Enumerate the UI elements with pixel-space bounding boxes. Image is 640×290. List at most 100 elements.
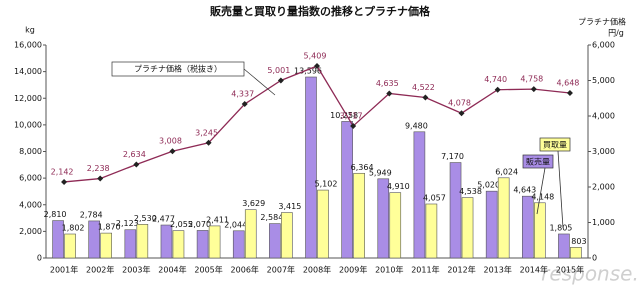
data-label: 5,409 (304, 51, 327, 60)
bar (160, 224, 173, 259)
data-label: 4,758 (520, 75, 543, 84)
data-label: 1,870 (98, 223, 121, 232)
bar (172, 230, 185, 259)
y-axis-label: kg (25, 26, 35, 35)
y2-tick-label: 1,000 (592, 218, 615, 227)
legend-box (539, 137, 571, 152)
bar (100, 232, 112, 259)
bar (558, 233, 570, 259)
data-label: 5,020 (477, 181, 500, 190)
legend-pointer (243, 68, 276, 96)
y2-axis-unit: 円/g (608, 29, 624, 38)
y2-tick-label: 4,000 (592, 112, 615, 121)
data-label: 5,102 (315, 180, 338, 189)
y2-tick-label: 2,000 (592, 183, 615, 192)
marker (241, 101, 248, 108)
x-tick-label: 2015年 (556, 265, 584, 275)
data-label: 2,784 (80, 210, 103, 219)
y-tick-label: 2,000 (19, 227, 42, 236)
x-tick-label: 2005年 (194, 265, 222, 275)
data-label: 2,634 (123, 150, 146, 159)
data-label: 4,057 (423, 193, 446, 202)
y2-tick-label: 5,000 (592, 76, 615, 85)
data-label: 4,078 (448, 99, 471, 108)
legend-label: プラチナ価格（税抜き） (134, 64, 222, 74)
bar (497, 177, 510, 259)
bar (208, 225, 221, 259)
x-tick-label: 2013年 (483, 265, 511, 275)
bar (389, 192, 402, 259)
data-label: 4,337 (231, 90, 254, 99)
marker (205, 139, 212, 146)
marker (530, 86, 537, 93)
legend-pointer (557, 150, 564, 229)
data-label: 13,596 (294, 67, 322, 76)
data-label: 2,411 (206, 215, 229, 224)
marker (386, 90, 393, 97)
x-tick-label: 2007年 (267, 265, 295, 275)
x-tick-label: 2009年 (339, 265, 367, 275)
bar (570, 247, 582, 259)
marker (133, 161, 140, 168)
bar (88, 220, 100, 259)
y2-tick-label: 3,000 (592, 147, 615, 156)
marker (566, 89, 573, 96)
bar (281, 212, 293, 259)
data-label: 2,238 (87, 164, 110, 173)
y-tick-label: 8,000 (19, 147, 42, 156)
data-label: 3,717 (340, 112, 363, 121)
y-tick-label: 6,000 (19, 174, 42, 183)
data-label: 2,810 (44, 210, 67, 219)
y-tick-label: 0 (37, 254, 42, 263)
y-tick-label: 16,000 (14, 41, 42, 50)
bar (244, 209, 257, 259)
bar (305, 76, 317, 259)
x-tick-label: 2011年 (411, 265, 439, 275)
bar (196, 230, 209, 259)
data-label: 3,629 (242, 199, 265, 208)
data-label: 2,584 (260, 213, 283, 222)
data-label: 4,740 (484, 75, 507, 84)
bar (317, 189, 329, 259)
data-label: 6,024 (495, 167, 518, 176)
bar (521, 195, 534, 259)
data-label: 4,522 (412, 83, 435, 92)
bar (124, 229, 137, 259)
marker (458, 110, 465, 117)
x-tick-label: 2008年 (303, 265, 331, 275)
data-label: 9,480 (405, 121, 428, 130)
bar (533, 202, 546, 259)
marker (350, 123, 357, 130)
bar (413, 131, 426, 259)
bar (449, 162, 462, 259)
marker (494, 86, 501, 93)
data-label: 6,364 (351, 163, 374, 172)
marker (169, 148, 176, 155)
y-tick-label: 12,000 (14, 94, 42, 103)
x-tick-label: 2001年 (50, 265, 78, 275)
data-label: 2,070 (188, 220, 211, 229)
x-tick-label: 2002年 (86, 265, 114, 275)
bar (425, 203, 438, 259)
data-label: 2,530 (134, 214, 157, 223)
chart-title: 販売量と買取り量指数の推移とプラチナ価格 (210, 4, 431, 18)
x-tick-label: 2012年 (447, 265, 475, 275)
data-label: 5,949 (369, 168, 392, 177)
bar (377, 178, 390, 259)
data-label: 7,170 (441, 152, 464, 161)
marker (61, 178, 68, 185)
marker (97, 175, 104, 182)
data-label: 4,910 (387, 182, 410, 191)
x-tick-label: 2010年 (375, 265, 403, 275)
data-label: 2,142 (51, 167, 74, 176)
data-label: 4,148 (531, 192, 554, 201)
bar (269, 223, 281, 259)
y-tick-label: 10,000 (14, 120, 42, 129)
data-label: 10,258 (330, 111, 358, 120)
data-label: 4,635 (376, 79, 399, 88)
data-label: 2,123 (116, 219, 139, 228)
data-label: 2,055 (170, 220, 193, 229)
data-label: 3,008 (159, 137, 182, 146)
data-label: 803 (571, 237, 586, 246)
